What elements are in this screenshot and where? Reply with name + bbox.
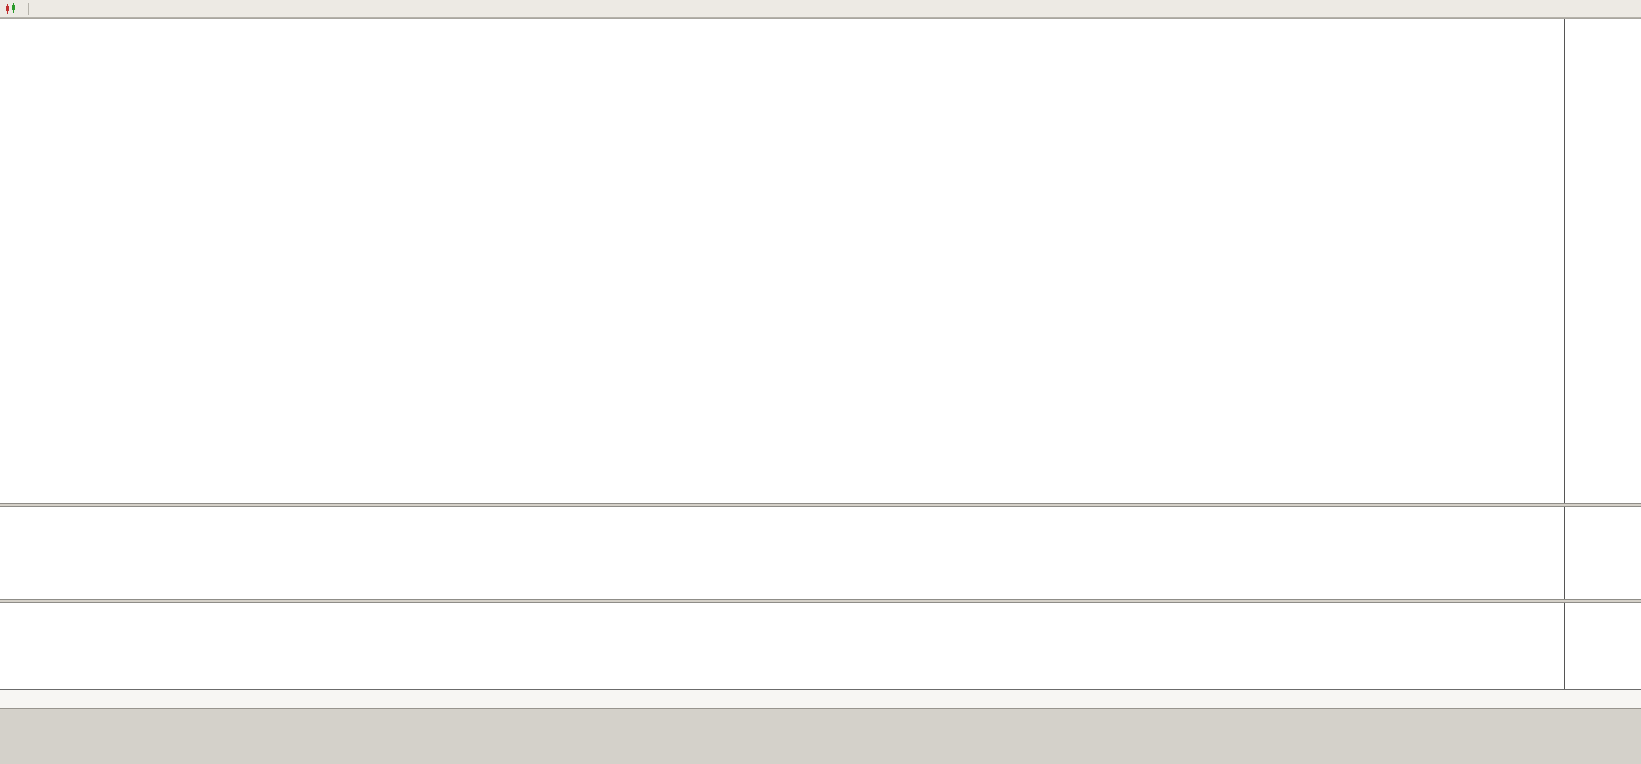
tab-bar	[0, 708, 1641, 764]
toolbar	[0, 0, 1641, 18]
chart-window	[0, 18, 1641, 709]
price-axis	[1564, 19, 1641, 689]
toolbar-divider	[28, 2, 29, 15]
chart-type-button[interactable]	[4, 2, 21, 16]
macd-pane-label	[7, 606, 14, 618]
candlestick-chart-icon	[6, 2, 15, 14]
pane-separator-macd[interactable]	[0, 599, 1641, 603]
rsi-pane-label	[7, 510, 14, 522]
price-chart-svg	[0, 19, 1564, 709]
pane-separator-rsi[interactable]	[0, 503, 1641, 507]
chart-plot[interactable]	[0, 19, 1564, 709]
chart-title	[7, 26, 18, 38]
time-axis	[0, 689, 1641, 709]
